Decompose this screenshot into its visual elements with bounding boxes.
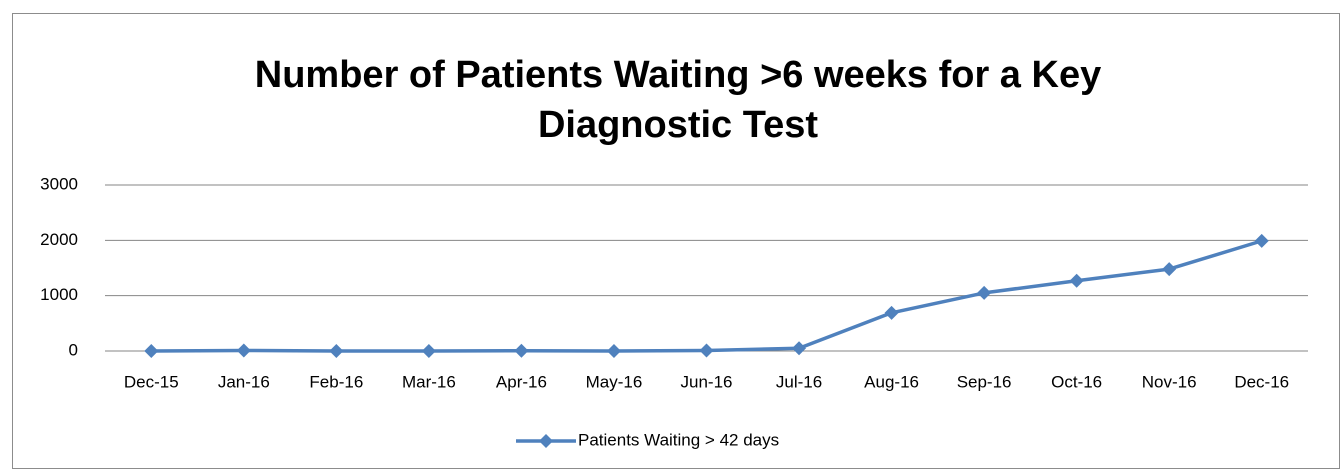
point-marker: [236, 343, 251, 358]
x-tick-label: Mar-16: [402, 372, 456, 391]
y-tick-label: 1000: [40, 285, 78, 304]
point-marker: [606, 344, 621, 358]
point-marker: [1162, 262, 1177, 277]
y-tick-label: 0: [69, 340, 78, 359]
x-tick-label: Jun-16: [681, 372, 733, 391]
point-marker: [792, 341, 807, 356]
point-marker: [884, 305, 899, 320]
point-marker: [1069, 273, 1084, 288]
chart-title: Number of Patients Waiting >6 weeks for …: [254, 54, 1102, 146]
x-tick-label: Dec-15: [124, 372, 179, 391]
y-tick-label: 3000: [40, 174, 78, 193]
x-tick-label: Jul-16: [776, 372, 822, 391]
x-tick-label: May-16: [586, 372, 643, 391]
point-marker: [699, 343, 714, 358]
point-marker: [329, 344, 344, 358]
chart-frame: [12, 13, 1340, 469]
point-marker: [514, 343, 529, 358]
x-tick-label: Dec-16: [1234, 372, 1289, 391]
point-marker: [977, 285, 992, 300]
x-tick-label: Nov-16: [1142, 372, 1197, 391]
y-tick-label: 2000: [40, 230, 78, 249]
x-tick-label: Aug-16: [864, 372, 919, 391]
x-tick-label: Jan-16: [218, 372, 270, 391]
point-marker: [144, 344, 159, 358]
x-tick-label: Oct-16: [1051, 372, 1102, 391]
point-marker: [1254, 233, 1269, 248]
x-tick-label: Sep-16: [957, 372, 1012, 391]
x-tick-label: Apr-16: [496, 372, 547, 391]
legend-label: Patients Waiting > 42 days: [578, 430, 779, 449]
point-marker: [421, 344, 436, 358]
x-tick-label: Feb-16: [309, 372, 363, 391]
legend-marker: [539, 434, 553, 448]
